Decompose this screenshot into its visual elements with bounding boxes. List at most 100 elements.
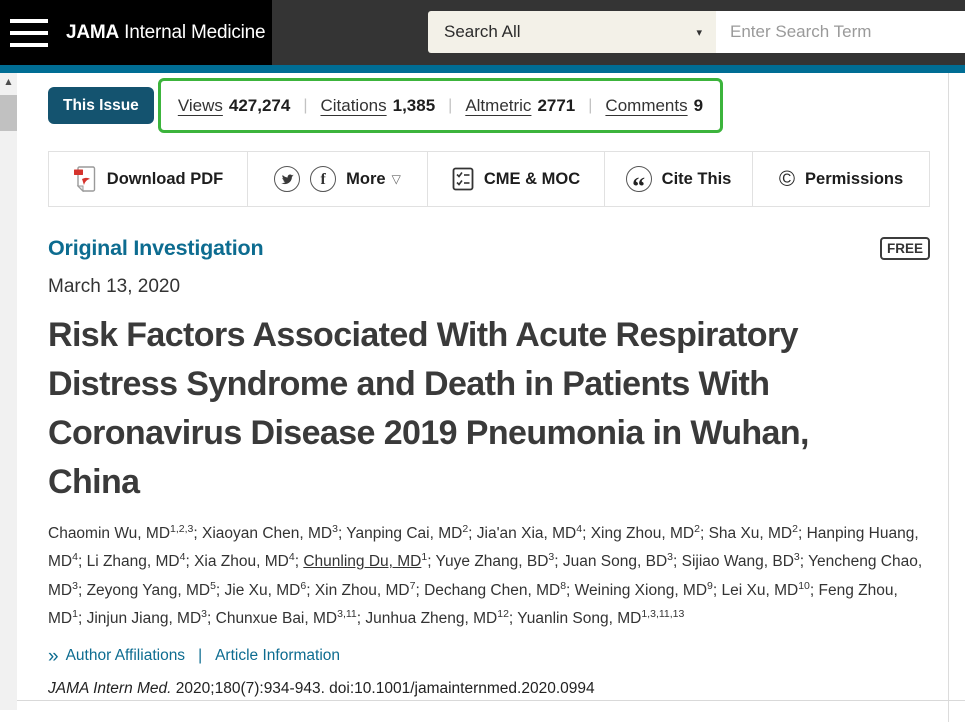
author-affiliation-superscript: 1 <box>72 608 78 621</box>
author-name[interactable]: Yuye Zhang, BD <box>435 553 549 571</box>
hamburger-menu-icon[interactable] <box>10 18 50 48</box>
scrollbar-up-arrow-icon[interactable]: ▲ <box>5 77 12 86</box>
citation-details: 2020;180(7):934-943. doi:10.1001/jamaint… <box>171 679 595 697</box>
author-name[interactable]: Zeyong Yang, MD <box>86 582 211 599</box>
copyright-icon: © <box>778 166 796 191</box>
author-affiliation-superscript: 7 <box>409 579 416 592</box>
author-name[interactable]: Li Zhang, MD <box>86 553 180 571</box>
author-affiliation-superscript: 9 <box>707 579 713 592</box>
brand-block: JAMA Internal Medicine <box>0 0 272 65</box>
author-name[interactable]: Yuanlin Song, MD <box>517 610 642 628</box>
download-pdf-button[interactable]: Download PDF <box>48 151 248 207</box>
facebook-icon[interactable]: f <box>310 166 337 192</box>
twitter-icon[interactable] <box>274 166 301 192</box>
author-affiliation-superscript: 3 <box>72 579 78 592</box>
author-affiliations-link[interactable]: Author Affiliations <box>65 647 186 665</box>
free-access-badge: FREE <box>879 237 930 260</box>
author-affiliation-superscript: 6 <box>300 579 307 592</box>
views-metric: Views 427,274 <box>178 96 291 116</box>
citations-link[interactable]: Citations <box>320 95 387 115</box>
altmetric-count: 2771 <box>537 95 576 115</box>
cme-moc-button[interactable]: CME & MOC <box>428 151 605 207</box>
author-name[interactable]: Sha Xu, MD <box>708 524 793 542</box>
comments-count: 9 <box>693 95 704 115</box>
article-category-link[interactable]: Original Investigation <box>48 236 264 260</box>
author-name[interactable]: Xiaoyan Chen, MD <box>202 524 333 542</box>
author-name[interactable]: Xing Zhou, MD <box>590 524 695 542</box>
author-affiliation-superscript: 3 <box>548 551 555 564</box>
permissions-button[interactable]: © Permissions <box>753 151 930 207</box>
author-name[interactable]: Feng Zhou, MD <box>48 582 898 628</box>
metric-separator: | <box>588 96 593 114</box>
article-title: Risk Factors Associated With Acute Respi… <box>48 316 809 501</box>
citations-metric: Citations 1,385 <box>320 96 435 116</box>
author-name[interactable]: Jia'an Xia, MD <box>476 524 577 542</box>
altmetric-link[interactable]: Altmetric <box>465 95 532 115</box>
author-name[interactable]: Chaomin Wu, MD <box>48 524 171 542</box>
author-affiliation-superscript: 4 <box>72 551 78 564</box>
author-name[interactable]: Sijiao Wang, BD <box>681 553 794 571</box>
article-information-link[interactable]: Article Information <box>215 647 341 665</box>
author-affiliation-superscript: 3 <box>793 551 800 564</box>
author-affiliation-superscript: 5 <box>210 579 216 592</box>
views-link[interactable]: Views <box>177 95 223 115</box>
issue-metrics-row: This Issue Views 427,274 | Citations 1,385… <box>48 78 930 133</box>
views-count: 427,274 <box>228 95 291 115</box>
search-bar: Search All ▾ <box>428 11 965 53</box>
author-affiliation-superscript: 1,2,3 <box>170 522 194 535</box>
cite-this-button[interactable]: “ Cite This <box>605 151 753 207</box>
author-name[interactable]: Yanping Cai, MD <box>346 524 463 542</box>
chevrons-right-icon: » <box>48 645 59 667</box>
more-caret-icon: ▽ <box>391 172 401 186</box>
cite-this-label: Cite This <box>661 169 732 188</box>
search-input[interactable] <box>716 11 965 53</box>
author-affiliation-superscript: 1,3,11,13 <box>641 608 685 621</box>
author-affiliation-superscript: 2 <box>792 522 798 535</box>
publication-date: March 13, 2020 <box>48 276 181 297</box>
content-right-border <box>948 73 949 722</box>
left-scrollbar[interactable]: ▲ <box>0 73 17 710</box>
chevron-down-icon: ▾ <box>696 25 702 39</box>
metric-separator: | <box>303 96 308 114</box>
this-issue-button[interactable]: This Issue <box>48 87 154 124</box>
comments-metric: Comments 9 <box>605 96 703 116</box>
author-name[interactable]: Junhua Zheng, MD <box>365 610 498 628</box>
journal-logo-bold: JAMA <box>66 21 120 43</box>
author-name[interactable]: Xia Zhou, MD <box>194 553 289 571</box>
author-affiliation-superscript: 8 <box>560 579 567 592</box>
hamburger-bar <box>10 18 48 23</box>
author-name[interactable]: Lei Xu, MD <box>721 582 799 599</box>
author-name[interactable]: Weining Xiong, MD <box>574 582 708 599</box>
author-affiliation-superscript: 2 <box>462 522 469 535</box>
download-pdf-label: Download PDF <box>106 169 224 188</box>
article-links-row: » Author Affiliations | Article Informat… <box>48 647 930 666</box>
share-more-button[interactable]: f More ▽ <box>248 151 428 207</box>
author-affiliation-superscript: 10 <box>798 579 810 592</box>
links-separator: | <box>198 647 203 665</box>
author-name[interactable]: Xin Zhou, MD <box>314 582 410 599</box>
comments-link[interactable]: Comments <box>605 95 688 115</box>
author-name[interactable]: Jinjun Jiang, MD <box>86 610 202 628</box>
pdf-file-icon <box>73 166 95 192</box>
hamburger-bar <box>10 30 48 35</box>
article-eyebrow-row: Original Investigation FREE <box>48 236 930 261</box>
author-affiliation-superscript: 4 <box>576 522 583 535</box>
scrollbar-thumb[interactable] <box>0 95 17 131</box>
author-name[interactable]: Juan Song, BD <box>562 553 668 571</box>
metrics-highlight-box: Views 427,274 | Citations 1,385 | Altmetri… <box>157 78 724 133</box>
author-affiliation-superscript: 3 <box>332 522 338 535</box>
author-name[interactable]: Hanping Huang, MD <box>48 524 919 571</box>
author-name[interactable]: Dechang Chen, MD <box>424 582 561 599</box>
article-header-region: This Issue Views 427,274 | Citations 1,385… <box>48 78 930 698</box>
journal-logo[interactable]: JAMA Internal Medicine <box>66 21 266 44</box>
author-name[interactable]: Chunxue Bai, MD <box>215 610 338 628</box>
author-name[interactable]: Chunling Du, MD <box>303 553 422 571</box>
author-name[interactable]: Jie Xu, MD <box>224 582 301 599</box>
author-affiliation-superscript: 2 <box>694 522 700 535</box>
teal-accent-bar <box>0 65 965 73</box>
hamburger-bar <box>10 42 48 47</box>
author-name[interactable]: Yencheng Chao, MD <box>48 553 923 599</box>
journal-logo-rest: Internal Medicine <box>119 21 266 43</box>
search-scope-select[interactable]: Search All ▾ <box>428 11 716 53</box>
twitter-bird-glyph <box>280 174 294 184</box>
